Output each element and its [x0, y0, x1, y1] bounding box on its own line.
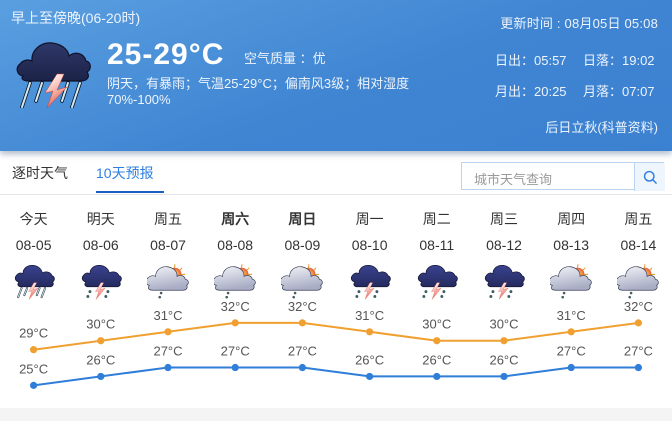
svg-text:32°C: 32°C	[288, 299, 317, 314]
svg-text:26°C: 26°C	[355, 352, 384, 367]
svg-text:27°C: 27°C	[557, 344, 586, 359]
svg-text:31°C: 31°C	[355, 308, 384, 323]
svg-text:25°C: 25°C	[19, 361, 48, 376]
svg-text:30°C: 30°C	[489, 317, 518, 332]
svg-text:27°C: 27°C	[624, 344, 653, 359]
svg-text:27°C: 27°C	[288, 344, 317, 359]
svg-text:29°C: 29°C	[19, 326, 48, 341]
svg-text:26°C: 26°C	[489, 352, 518, 367]
svg-text:31°C: 31°C	[153, 308, 182, 323]
svg-text:32°C: 32°C	[221, 299, 250, 314]
svg-text:27°C: 27°C	[153, 344, 182, 359]
svg-text:31°C: 31°C	[557, 308, 586, 323]
svg-text:26°C: 26°C	[86, 352, 115, 367]
svg-text:30°C: 30°C	[422, 317, 451, 332]
svg-text:30°C: 30°C	[86, 317, 115, 332]
svg-text:26°C: 26°C	[422, 352, 451, 367]
svg-text:27°C: 27°C	[221, 344, 250, 359]
svg-text:32°C: 32°C	[624, 299, 653, 314]
